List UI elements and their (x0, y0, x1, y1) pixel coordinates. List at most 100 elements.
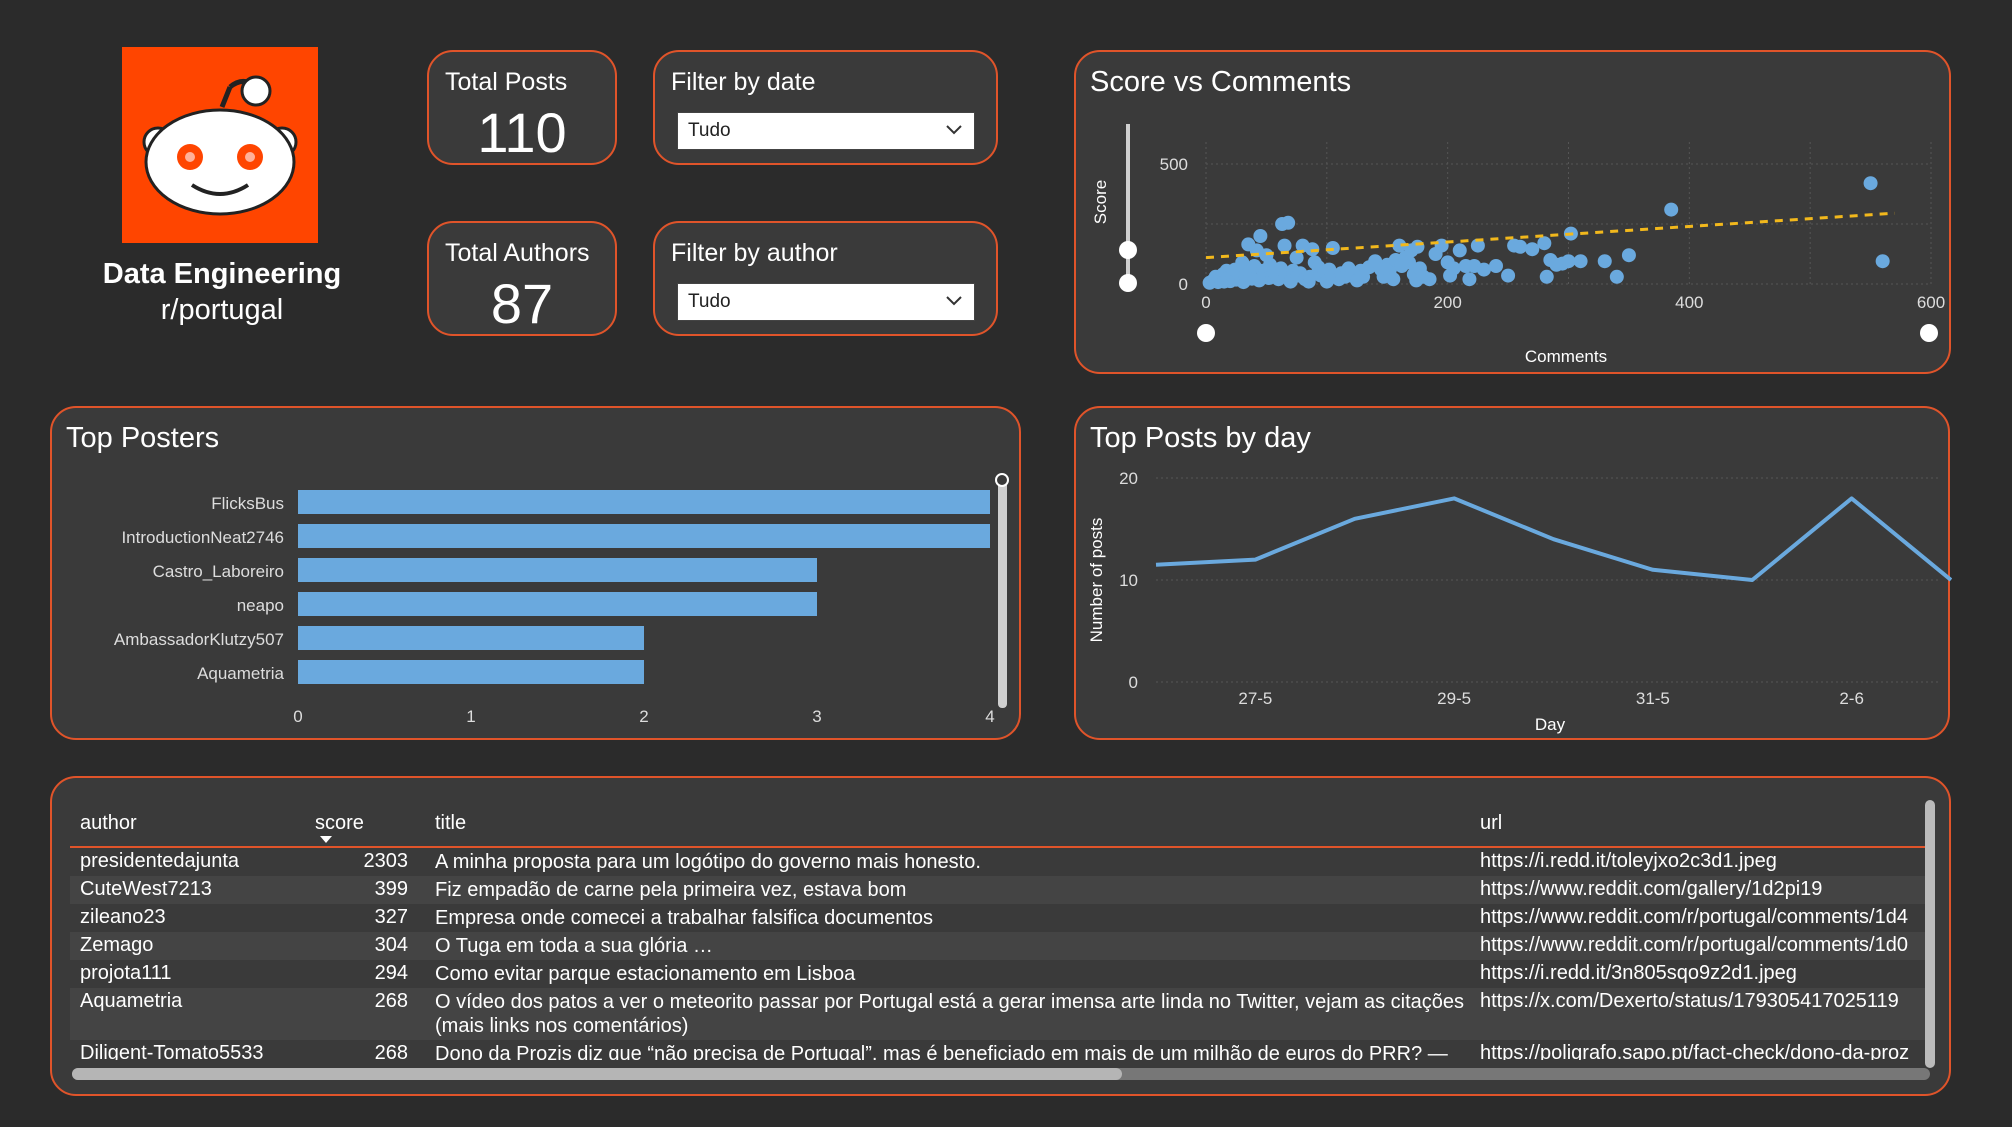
y-tick-label: 0 (1179, 275, 1188, 294)
column-header-title[interactable]: title (435, 812, 467, 834)
chevron-down-icon (946, 125, 962, 135)
x-tick-label: 600 (1917, 293, 1945, 312)
total-posts-value: 110 (477, 101, 567, 164)
bar (298, 558, 817, 582)
horizontal-scrollbar-track[interactable] (72, 1068, 1930, 1080)
scatter-point (1597, 254, 1612, 269)
posts-table-card: author score title url presidentedajunta 2303… (50, 776, 1951, 1096)
column-header-url[interactable]: url (1480, 812, 1503, 834)
scatter-point (1501, 268, 1516, 283)
y-tick-label: 0 (1129, 673, 1138, 692)
bar-category-label: neapo (237, 596, 284, 615)
scatter-point (1863, 176, 1878, 191)
total-posts-label: Total Posts (445, 68, 568, 96)
x-tick-label: 2 (639, 707, 648, 726)
bar (298, 490, 990, 514)
x-slider-handle (1197, 324, 1215, 342)
cell-score: 268 (374, 990, 408, 1012)
trendline (1205, 211, 1895, 260)
bar-category-label: IntroductionNeat2746 (121, 528, 284, 547)
cell-score: 304 (374, 934, 408, 956)
y-slider-handle (1119, 241, 1137, 259)
column-header-author[interactable]: author (80, 812, 137, 834)
x-tick-label: 31-5 (1636, 689, 1670, 708)
scatter-chart: 0 200 400 600 0 500 Comments Score (1091, 124, 1945, 366)
x-tick-label: 0 (1201, 293, 1210, 312)
total-authors-label: Total Authors (445, 239, 590, 267)
top-posters-card: Top Posters FlicksBus IntroductionNeat274… (50, 406, 1021, 740)
bar-scrollbar (998, 474, 1007, 708)
cell-url[interactable]: https://x.com/Dexerto/status/17930541702… (1480, 990, 1899, 1012)
series-line (1155, 496, 1952, 582)
x-tick-label: 3 (812, 707, 821, 726)
posts-table: author score title url presidentedajunta 2303… (70, 790, 1928, 1060)
cell-author: projota111 (80, 962, 172, 984)
cell-title: Fiz empadão de carne pela primeira vez, … (435, 879, 907, 901)
date-dropdown[interactable]: Tudo (677, 112, 975, 150)
cell-title: A minha proposta para um logótipo do gov… (435, 851, 981, 873)
filter-date-label: Filter by date (671, 68, 816, 96)
scatter-point (1875, 254, 1890, 269)
y-slider-handle (1119, 274, 1137, 292)
cell-url[interactable]: https://poligrafo.sapo.pt/fact-check/don… (1480, 1042, 1910, 1060)
scatter-point (1462, 272, 1477, 287)
sort-desc-icon (320, 836, 332, 843)
author-dropdown[interactable]: Tudo (677, 283, 975, 321)
table-row[interactable]: zileano23 327 Empresa onde comecei a traba… (70, 904, 1928, 932)
bar (298, 524, 990, 548)
total-authors-value: 87 (490, 272, 554, 335)
x-tick-label: 4 (985, 707, 994, 726)
scatter-point (1302, 269, 1317, 284)
cell-title: Dono da Prozis diz que “não precisa de P… (435, 1043, 1448, 1060)
author-dropdown-value: Tudo (688, 291, 731, 312)
table-row[interactable]: CuteWest7213 399 Fiz empadão de carne pela… (70, 876, 1928, 904)
cell-author: presidentedajunta (80, 850, 240, 872)
cell-title: Empresa onde comecei a trabalhar falsifi… (435, 907, 934, 929)
date-dropdown-value: Tudo (688, 120, 731, 141)
y-axis-label: Number of posts (1087, 518, 1106, 643)
x-tick-label: 1 (466, 707, 475, 726)
scatter-point (1446, 261, 1461, 276)
x-tick-label: 27-5 (1238, 689, 1272, 708)
scatter-point (1452, 243, 1467, 258)
cell-url[interactable]: https://i.redd.it/toleyjxo2c3d1.jpeg (1480, 850, 1777, 872)
scrollbar-handle (995, 473, 1009, 487)
scatter-point (1513, 239, 1528, 254)
score-vs-comments-card: Score vs Comments 0 200 400 600 0 500 Comments… (1074, 50, 1951, 374)
cell-title: O vídeo dos patos a ver o meteorito pass… (435, 991, 1465, 1037)
cell-url[interactable]: https://www.reddit.com/gallery/1d2pi19 (1480, 878, 1823, 900)
bar-category-label: Castro_Laboreiro (153, 562, 284, 581)
scatter-point (1402, 255, 1416, 270)
bar (298, 592, 817, 616)
scatter-point (1281, 215, 1296, 230)
cell-score: 399 (374, 878, 408, 900)
bar-chart-title: Top Posters (66, 422, 220, 454)
table-row[interactable]: Zemago 304 O Tuga em toda a sua glória … ht… (70, 932, 1928, 960)
table-row[interactable]: Diligent-Tomato5533 268 Dono da Prozis diz… (70, 1040, 1928, 1060)
cell-url[interactable]: https://www.reddit.com/r/portugal/commen… (1480, 934, 1908, 956)
vertical-scrollbar[interactable] (1925, 800, 1935, 1068)
x-tick-label: 29-5 (1437, 689, 1471, 708)
table-row[interactable]: Aquametria 268 O vídeo dos patos a ver o m… (70, 988, 1928, 1040)
horizontal-scrollbar-thumb[interactable] (72, 1068, 1122, 1080)
brand-subtitle: r/portugal (160, 294, 284, 326)
scatter-point (1476, 262, 1491, 277)
scatter-chart-title: Score vs Comments (1090, 66, 1352, 98)
x-tick-label: 2-6 (1839, 689, 1864, 708)
posts-by-day-card: Top Posts by day 0 10 20 27-5 29-5 31-5 2-6 Day… (1074, 406, 1952, 740)
cell-url[interactable]: https://i.redd.it/3n805sqo9z2d1.jpeg (1480, 962, 1797, 984)
scatter-point (1561, 254, 1576, 269)
scatter-point (1489, 259, 1503, 273)
reddit-logo (122, 47, 318, 243)
cell-url[interactable]: https://www.reddit.com/r/portugal/commen… (1480, 906, 1908, 928)
table-row[interactable]: presidentedajunta 2303 A minha proposta pa… (70, 848, 1928, 876)
bar-chart: FlicksBus IntroductionNeat2746 Castro_Labo… (114, 473, 1009, 726)
scatter-point (1386, 272, 1401, 287)
table-row[interactable]: projota111 294 Como evitar parque estacion… (70, 960, 1928, 988)
y-tick-label: 10 (1119, 571, 1138, 590)
cell-score: 327 (374, 906, 408, 928)
scatter-point (1253, 229, 1268, 243)
cell-author: zileano23 (80, 906, 166, 928)
column-header-score[interactable]: score (315, 812, 364, 834)
line-chart: 0 10 20 27-5 29-5 31-5 2-6 Day Number of posts (1087, 469, 1952, 734)
